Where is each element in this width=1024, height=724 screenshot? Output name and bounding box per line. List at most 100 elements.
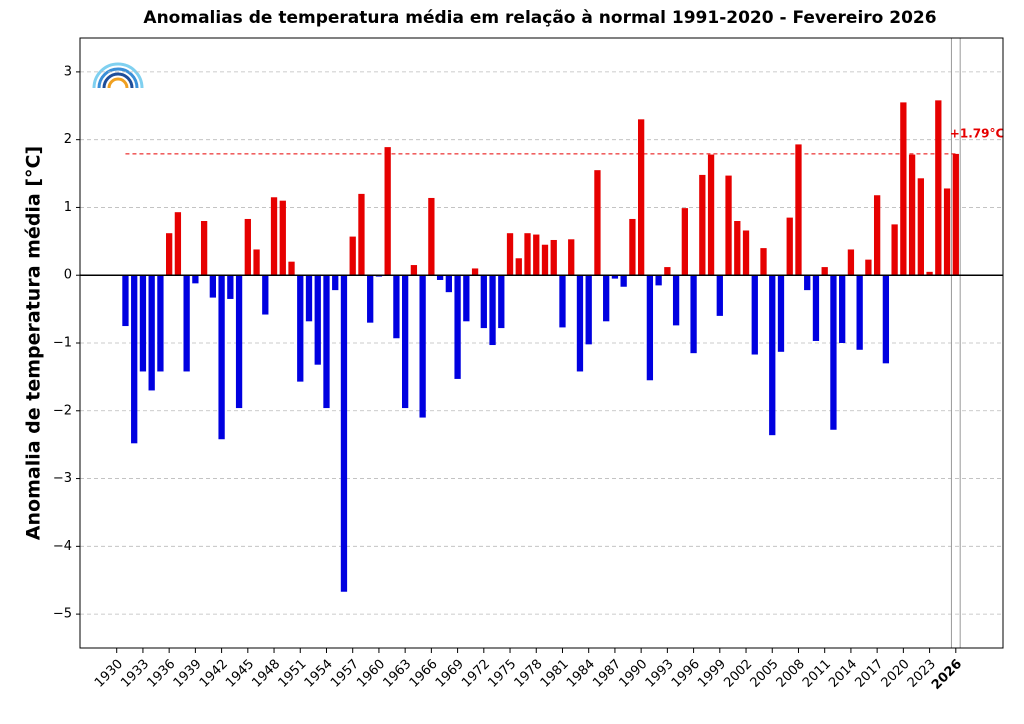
x-tick-label: 2017 bbox=[852, 657, 886, 691]
bar bbox=[576, 275, 584, 372]
bar bbox=[445, 275, 452, 293]
bar bbox=[707, 154, 715, 276]
bar bbox=[148, 275, 155, 391]
bar bbox=[559, 275, 566, 328]
bar bbox=[166, 233, 173, 276]
bar bbox=[192, 275, 199, 284]
bar bbox=[873, 195, 881, 276]
x-tick-label: 1981 bbox=[538, 657, 572, 691]
bar bbox=[253, 249, 260, 276]
bar bbox=[463, 275, 470, 322]
bar bbox=[804, 275, 811, 291]
x-tick-label: 2008 bbox=[774, 657, 808, 691]
x-tick-label: 1978 bbox=[512, 657, 546, 691]
bar bbox=[139, 275, 147, 372]
x-tick-label: 1930 bbox=[92, 657, 126, 691]
bar bbox=[830, 275, 837, 430]
bar bbox=[436, 275, 444, 280]
bar bbox=[200, 221, 208, 276]
bar bbox=[131, 275, 138, 444]
chart-title: Anomalias de temperatura média em relaçã… bbox=[143, 8, 936, 28]
x-tick-label: 1990 bbox=[616, 657, 650, 691]
bar bbox=[690, 275, 697, 354]
x-tick-label: 1987 bbox=[590, 657, 624, 691]
bar bbox=[681, 208, 688, 276]
x-tick-label: 1966 bbox=[407, 657, 441, 691]
bar bbox=[209, 275, 217, 298]
bar bbox=[917, 178, 924, 276]
y-tick-label: −3 bbox=[53, 471, 72, 486]
bar bbox=[515, 258, 522, 276]
x-tick-label: 1954 bbox=[302, 657, 336, 691]
x-tick-label: 1957 bbox=[328, 657, 362, 691]
y-tick-label: 3 bbox=[64, 64, 72, 79]
bar bbox=[786, 217, 793, 276]
bar bbox=[533, 234, 540, 276]
y-axis-label: Anomalia de temperatura média [°C] bbox=[23, 146, 45, 540]
plot-frame bbox=[79, 37, 1004, 649]
bar bbox=[402, 275, 409, 409]
bar bbox=[585, 275, 592, 345]
bar bbox=[489, 275, 496, 346]
bar bbox=[856, 275, 863, 350]
y-tick-label: −1 bbox=[53, 336, 72, 351]
bar bbox=[358, 193, 365, 276]
bar bbox=[672, 275, 680, 326]
bar bbox=[646, 275, 654, 381]
bar bbox=[952, 153, 959, 276]
bar bbox=[620, 275, 627, 287]
bar bbox=[305, 275, 313, 322]
bar bbox=[323, 275, 330, 409]
y-tick-label: 1 bbox=[64, 200, 72, 215]
x-tick-label: 1999 bbox=[695, 657, 729, 691]
bar bbox=[122, 275, 129, 327]
bar bbox=[760, 248, 767, 276]
x-tick-label: 1993 bbox=[643, 657, 677, 691]
x-tick-label: 1951 bbox=[276, 657, 310, 691]
bar bbox=[297, 275, 304, 382]
bar bbox=[821, 267, 828, 276]
reference-label: +1.79°C bbox=[950, 126, 1005, 140]
x-tick-label: 1984 bbox=[564, 657, 598, 691]
x-tick-label: 1975 bbox=[485, 657, 519, 691]
x-tick-label: 1936 bbox=[144, 657, 178, 691]
bar bbox=[769, 275, 776, 436]
bar bbox=[235, 275, 243, 409]
x-tick-label: 2005 bbox=[748, 657, 782, 691]
bar bbox=[734, 221, 741, 276]
bar bbox=[611, 275, 619, 279]
x-tick-label: 1960 bbox=[354, 657, 388, 691]
bar bbox=[218, 275, 225, 440]
y-tick-label: −2 bbox=[53, 403, 72, 418]
bar bbox=[288, 261, 295, 276]
bar bbox=[594, 170, 601, 276]
bar bbox=[270, 197, 278, 276]
bar bbox=[384, 147, 391, 276]
bar bbox=[471, 268, 479, 276]
x-tick-label: 1963 bbox=[380, 657, 414, 691]
bar bbox=[541, 244, 549, 276]
bar bbox=[157, 275, 164, 372]
x-tick-label: 1933 bbox=[118, 657, 152, 691]
bar bbox=[498, 275, 505, 329]
bar bbox=[847, 249, 855, 276]
x-tick-label: 2020 bbox=[879, 657, 913, 691]
bar bbox=[524, 233, 531, 276]
bar bbox=[751, 275, 758, 355]
bar bbox=[506, 233, 514, 276]
y-tick-label: 0 bbox=[64, 268, 72, 283]
bar bbox=[935, 100, 942, 276]
x-tick-label: 1948 bbox=[249, 657, 283, 691]
bar bbox=[637, 119, 645, 276]
bar bbox=[410, 265, 418, 276]
bar bbox=[428, 197, 435, 276]
bar bbox=[340, 275, 348, 592]
bar bbox=[480, 275, 487, 329]
bar bbox=[716, 275, 723, 316]
y-tick-label: −4 bbox=[53, 539, 72, 554]
bar bbox=[812, 275, 820, 341]
bar bbox=[900, 102, 907, 276]
y-tick-label: −5 bbox=[53, 607, 72, 622]
x-tick-label: 1996 bbox=[669, 657, 703, 691]
x-tick-label: 1939 bbox=[171, 657, 205, 691]
